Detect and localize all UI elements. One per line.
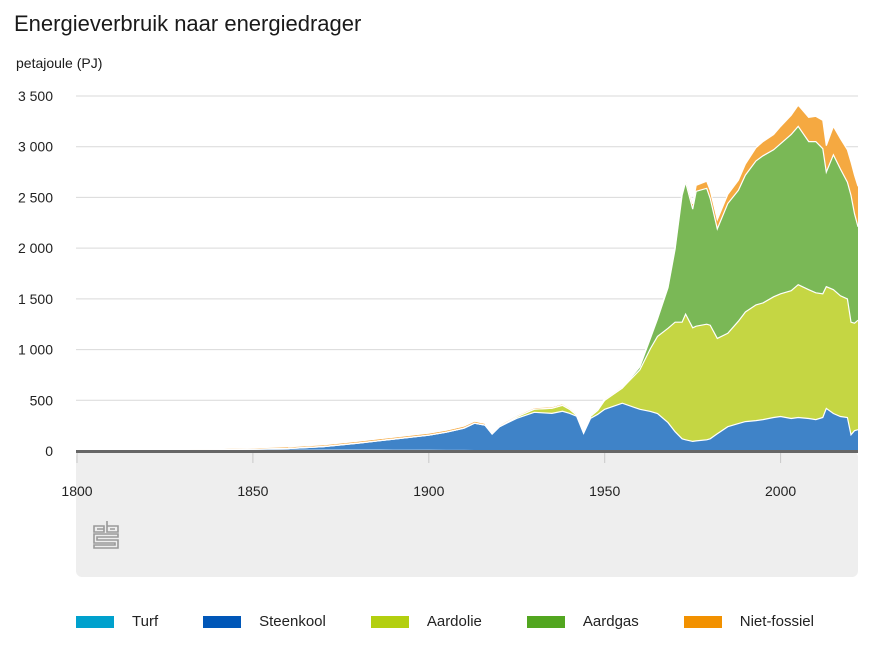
boundary-niet-fossiel bbox=[76, 104, 859, 451]
y-tick-label: 3 000 bbox=[18, 139, 53, 155]
x-axis-panel bbox=[76, 451, 858, 577]
legend-item-steenkool[interactable]: Steenkool bbox=[203, 613, 326, 630]
y-axis-unit-label: petajoule (PJ) bbox=[16, 55, 103, 71]
x-tick-label: 2000 bbox=[765, 483, 796, 499]
area-niet-fossiel[interactable] bbox=[77, 105, 858, 451]
chart-title: Energieverbruik naar energiedrager bbox=[14, 11, 362, 36]
legend-label: Steenkool bbox=[259, 613, 326, 630]
x-tick-label: 1800 bbox=[61, 483, 92, 499]
x-tick-labels: 1800 1850 1900 1950 2000 bbox=[61, 453, 796, 499]
y-tick-label: 3 500 bbox=[18, 88, 53, 104]
cbs-logo-b bbox=[106, 521, 119, 533]
y-tick-label: 500 bbox=[30, 392, 54, 408]
y-tick-label: 1 000 bbox=[18, 342, 53, 358]
area-aardgas[interactable] bbox=[77, 126, 858, 451]
legend-item-niet-fossiel[interactable]: Niet-fossiel bbox=[683, 613, 814, 630]
legend: Turf Steenkool Aardolie Aardgas Niet-fos… bbox=[76, 613, 859, 630]
legend-item-aardgas[interactable]: Aardgas bbox=[526, 613, 639, 630]
area-layers bbox=[77, 105, 858, 451]
area-aardolie[interactable] bbox=[77, 284, 858, 451]
x-tick-label: 1900 bbox=[413, 483, 444, 499]
y-tick-labels: 0 500 1 000 1 500 2 000 2 500 3 000 3 500 bbox=[18, 88, 53, 459]
legend-label: Aardgas bbox=[582, 613, 639, 630]
legend-swatch bbox=[683, 615, 722, 628]
x-tick-label: 1850 bbox=[237, 483, 268, 499]
legend-label: Turf bbox=[132, 613, 159, 630]
cbs-logo-c bbox=[93, 525, 105, 533]
legend-swatch bbox=[76, 615, 114, 628]
legend-swatch bbox=[370, 615, 409, 628]
legend-label: Aardolie bbox=[426, 613, 482, 630]
legend-swatch bbox=[526, 615, 565, 628]
y-tick-label: 1 500 bbox=[18, 291, 53, 307]
cbs-logo-s bbox=[93, 533, 119, 549]
legend-item-turf[interactable]: Turf bbox=[76, 613, 158, 630]
legend-item-aardolie[interactable]: Aardolie bbox=[370, 613, 482, 630]
y-tick-label: 0 bbox=[45, 443, 53, 459]
y-tick-label: 2 000 bbox=[18, 240, 53, 256]
legend-label: Niet-fossiel bbox=[739, 613, 814, 630]
cbs-logo-icon bbox=[93, 521, 119, 549]
x-tick-label: 1950 bbox=[589, 483, 620, 499]
legend-swatch bbox=[203, 615, 242, 628]
y-tick-label: 2 500 bbox=[18, 189, 53, 205]
